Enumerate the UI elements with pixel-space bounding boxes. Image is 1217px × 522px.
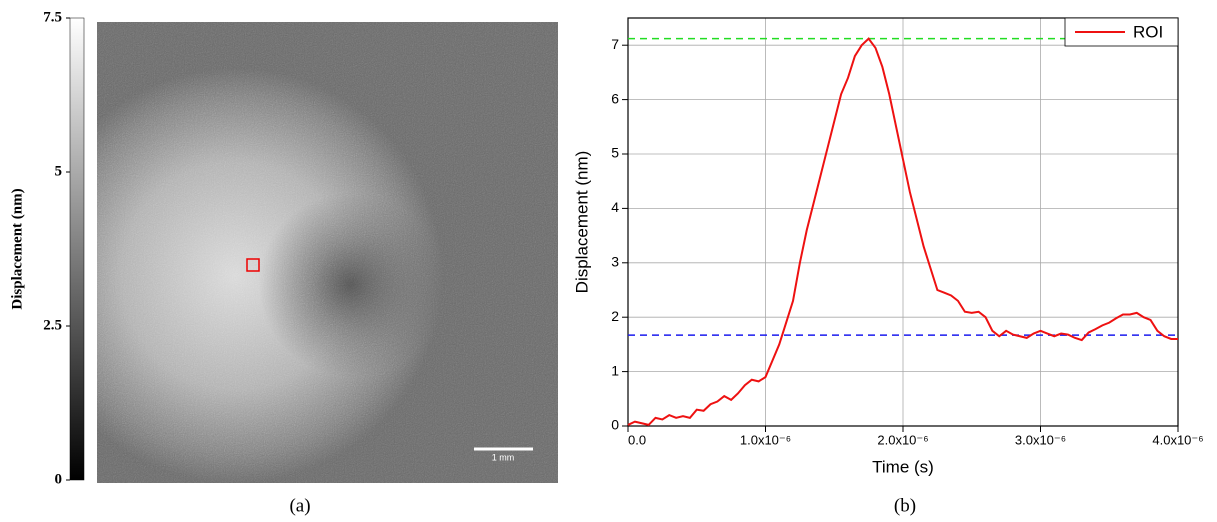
x-tick-label: 1.0x10⁻⁶ [740,432,791,447]
y-tick-label: 0 [611,417,619,433]
caption: (b) [894,495,916,516]
colorbar-tick-label: 5 [55,163,63,179]
y-tick-label: 2 [611,308,619,324]
x-tick-label: 2.0x10⁻⁶ [877,432,928,447]
y-tick-label: 6 [611,90,619,106]
x-tick-label: 3.0x10⁻⁶ [1015,432,1066,447]
line-chart: 0.0 1.0x10⁻⁶ 2.0x10⁻⁶ 3.0x10⁻⁶ 4.0x10⁻⁶ 0 1 2 3 4… [572,17,1204,516]
plot-frame [627,17,1179,427]
y-tick-label: 3 [611,254,619,270]
x-tick-label: 4.0x10⁻⁶ [1152,432,1203,447]
colorbar-tick-label: 0 [55,471,63,487]
y-tick-label: 5 [611,145,619,161]
y-tick-label: 4 [611,199,619,215]
image-noise [97,22,558,483]
caption: (a) [289,495,310,516]
colorbar-tick-label: 7.5 [43,9,62,25]
legend-label: ROI [1133,22,1163,41]
x-axis-label: Time (s) [872,457,934,476]
colorbar-label: Displacement (nm) [9,188,25,309]
y-axis-label: Displacement (nm) [572,151,591,294]
y-tick-label: 7 [611,36,619,52]
x-tick-label: 0.0 [628,432,646,447]
colorbar-tick-label: 2.5 [43,317,62,333]
colorbar [69,17,85,481]
data-line [627,37,1178,427]
image-panel: 1 mm Displacement (nm) (a) [9,17,558,516]
roi-box [246,258,260,272]
scale-bar-label: 1 mm [492,452,515,462]
y-tick-label: 1 [611,362,619,378]
